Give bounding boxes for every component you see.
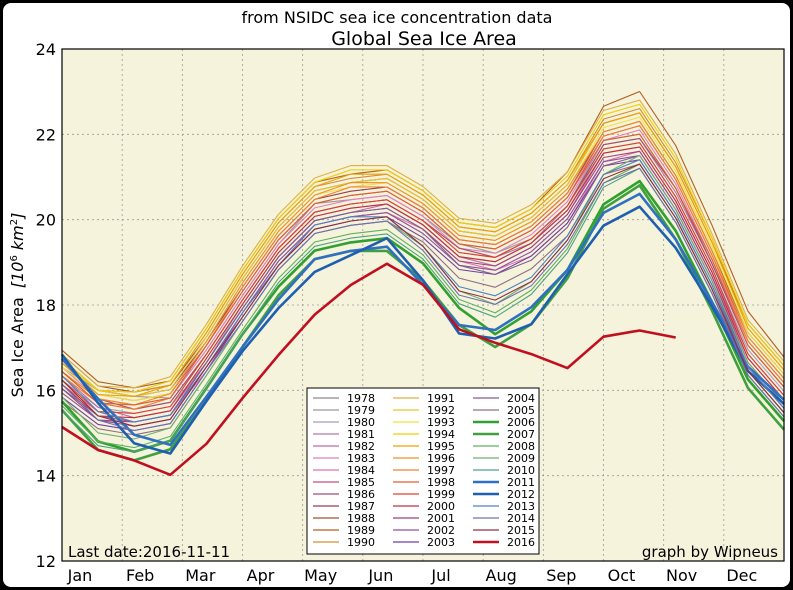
legend-label: 1995	[427, 440, 455, 453]
legend-label: 2009	[507, 452, 535, 465]
legend-label: 1986	[347, 488, 375, 501]
legend-label: 2013	[507, 500, 535, 513]
legend-label: 2011	[507, 476, 535, 489]
series-line-2014	[61, 167, 785, 432]
legend-label: 1982	[347, 440, 375, 453]
legend-label: 1993	[427, 416, 455, 429]
y-tick-label: 22	[36, 125, 56, 144]
legend-label: 1989	[347, 524, 375, 537]
chart-title: Global Sea Ice Area	[331, 28, 517, 50]
x-tick-label: Nov	[666, 566, 697, 585]
legend-label: 1999	[427, 488, 455, 501]
x-tick-label: Feb	[126, 566, 154, 585]
series-line-2012	[60, 205, 785, 455]
x-tick-label: Sep	[546, 566, 576, 585]
series-line-1998	[61, 133, 785, 406]
series-lines	[60, 90, 785, 477]
series-line-1995	[61, 112, 785, 397]
x-tick-label: Apr	[247, 566, 275, 585]
legend-label: 1988	[347, 512, 375, 525]
series-line-1999	[61, 142, 785, 414]
y-tick-label: 14	[36, 467, 56, 486]
legend-label: 2016	[507, 536, 535, 549]
legend-label: 1983	[347, 452, 375, 465]
legend-label: 2006	[507, 416, 535, 429]
series-line-2015	[61, 163, 785, 427]
legend-label: 1994	[427, 428, 455, 441]
legend-label: 2014	[507, 512, 535, 525]
legend-label: 1992	[427, 404, 455, 417]
series-line-2000	[61, 146, 785, 419]
legend-label: 2012	[507, 488, 535, 501]
legend-label: 1996	[427, 452, 455, 465]
y-tick-label: 24	[36, 40, 56, 59]
x-tick-label: Dec	[726, 566, 757, 585]
credit-annotation: graph by Wipneus	[642, 543, 778, 561]
x-tick-label: Aug	[486, 566, 517, 585]
legend: 1978197919801981198219831984198519861987…	[306, 387, 540, 555]
chart-subtitle: from NSIDC sea ice concentration data	[242, 8, 553, 27]
y-tick-labels: 12 14 16 18 20 22 24	[36, 40, 56, 571]
x-tick-label: May	[304, 566, 337, 585]
legend-label: 2003	[427, 536, 455, 549]
y-tick-label: 12	[36, 552, 56, 571]
legend-label: 2015	[507, 524, 535, 537]
legend-label: 2008	[507, 440, 535, 453]
legend-label: 1997	[427, 464, 455, 477]
y-axis-label: Sea Ice Area [106 km2]	[8, 213, 27, 398]
legend-label: 2004	[507, 392, 535, 405]
x-tick-label: Mar	[185, 566, 216, 585]
series-line-1983	[61, 129, 785, 406]
x-tick-label: Jul	[430, 566, 450, 585]
series-line-1994	[61, 103, 785, 393]
legend-label: 2001	[427, 512, 455, 525]
series-line-2016	[61, 262, 676, 477]
legend-label: 2000	[427, 500, 455, 513]
series-line-1996	[61, 120, 785, 406]
legend-label: 1981	[347, 428, 375, 441]
legend-label: 1979	[347, 404, 375, 417]
legend-label: 1984	[347, 464, 375, 477]
legend-label: 1978	[347, 392, 375, 405]
x-tick-label: Jan	[67, 566, 93, 585]
plot-border	[61, 48, 785, 562]
legend-label: 1990	[347, 536, 375, 549]
legend-box	[306, 387, 540, 555]
legend-label: 2002	[427, 524, 455, 537]
legend-label: 2007	[507, 428, 535, 441]
x-tick-label: Oct	[608, 566, 636, 585]
legend-label: 1991	[427, 392, 455, 405]
legend-label: 1998	[427, 476, 455, 489]
x-tick-label: Jun	[367, 566, 393, 585]
last-date-annotation: Last date:2016-11-11	[68, 543, 230, 561]
y-tick-label: 20	[36, 211, 56, 230]
y-tick-label: 18	[36, 296, 56, 315]
x-tick-labels: Jan Feb Mar Apr May Jun Jul Aug Sep Oct Nov Dec	[67, 566, 758, 585]
series-line-1991	[61, 99, 785, 389]
y-tick-label: 16	[36, 381, 56, 400]
legend-label: 1980	[347, 416, 375, 429]
legend-label: 1985	[347, 476, 375, 489]
legend-label: 1987	[347, 500, 375, 513]
legend-label: 2010	[507, 464, 535, 477]
legend-label: 2005	[507, 404, 535, 417]
